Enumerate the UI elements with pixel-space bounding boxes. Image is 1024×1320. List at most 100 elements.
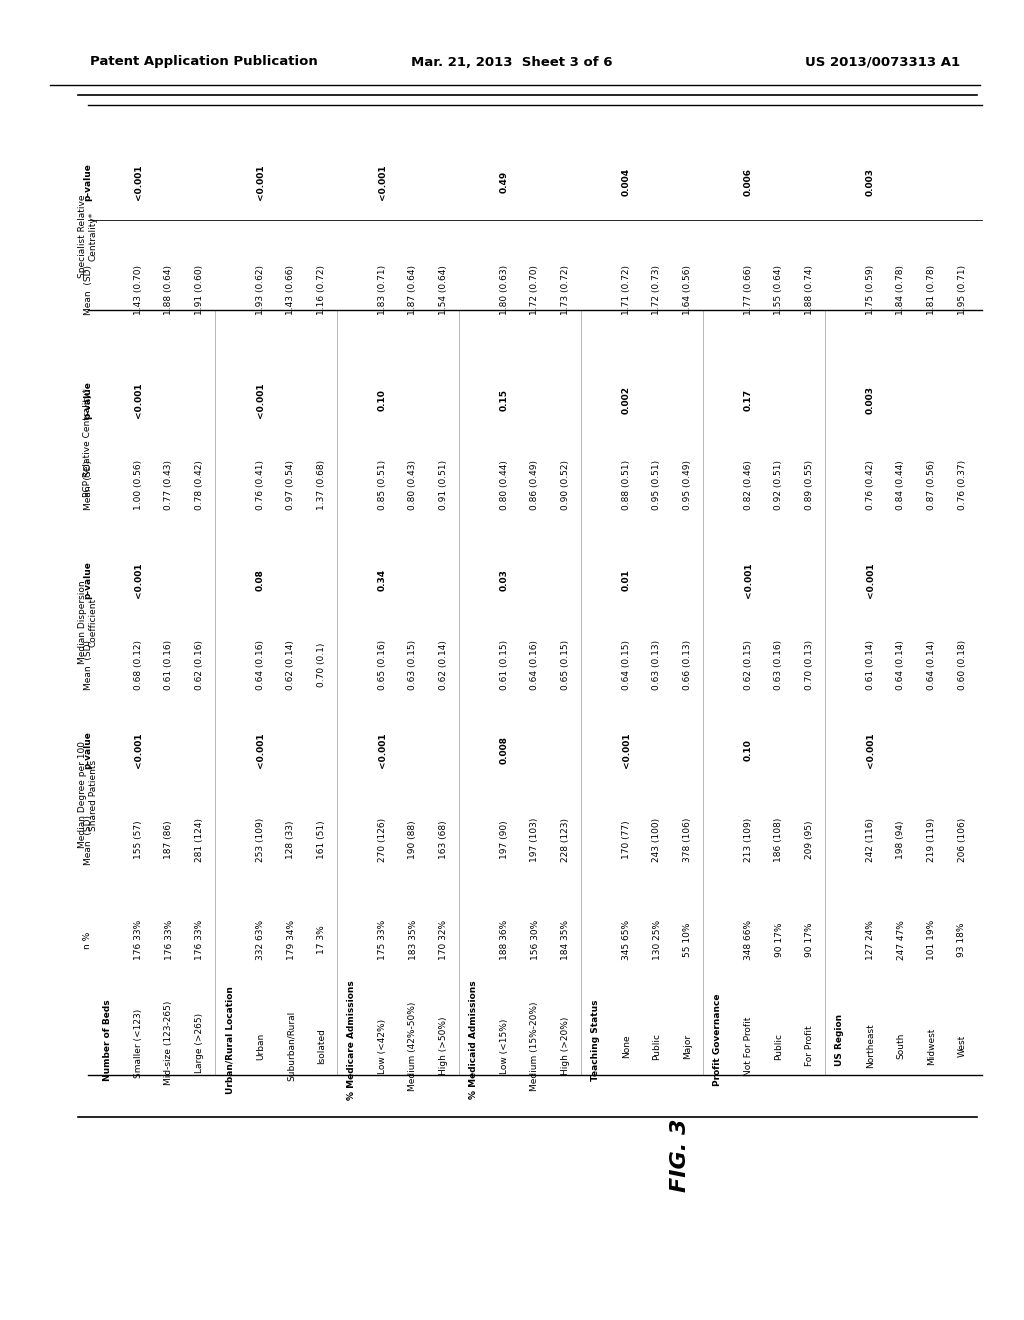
Text: 243 (100): 243 (100) <box>652 818 662 862</box>
Text: 0.92 (0.51): 0.92 (0.51) <box>774 459 783 510</box>
Text: 186 (108): 186 (108) <box>774 818 783 862</box>
Text: Public: Public <box>774 1032 783 1060</box>
Text: 228 (123): 228 (123) <box>561 818 570 862</box>
Text: 1.37 (0.68): 1.37 (0.68) <box>317 459 326 510</box>
Text: 1.84 (0.78): 1.84 (0.78) <box>896 265 905 315</box>
Text: 1.43 (0.66): 1.43 (0.66) <box>287 265 296 315</box>
Text: Mid-size (123-265): Mid-size (123-265) <box>165 1001 173 1085</box>
Text: West: West <box>957 1035 967 1057</box>
Text: 0.64 (0.14): 0.64 (0.14) <box>896 640 905 690</box>
Text: 0.66 (0.13): 0.66 (0.13) <box>683 640 692 690</box>
Text: p-value: p-value <box>84 164 92 201</box>
Text: 0.61 (0.16): 0.61 (0.16) <box>165 640 173 690</box>
Text: US Region: US Region <box>836 1014 845 1067</box>
Text: 0.64 (0.16): 0.64 (0.16) <box>256 640 265 690</box>
Text: 0.77 (0.43): 0.77 (0.43) <box>165 459 173 510</box>
Text: High (>50%): High (>50%) <box>439 1016 449 1076</box>
Text: 0.85 (0.51): 0.85 (0.51) <box>378 459 387 510</box>
Text: Isolated: Isolated <box>317 1028 326 1064</box>
Text: Low (<15%): Low (<15%) <box>500 1018 509 1073</box>
Text: 0.65 (0.16): 0.65 (0.16) <box>378 640 387 690</box>
Text: 0.80 (0.43): 0.80 (0.43) <box>409 459 418 510</box>
Text: <0.001: <0.001 <box>866 562 874 598</box>
Text: Mean  (SD): Mean (SD) <box>84 265 92 315</box>
Text: Midwest: Midwest <box>927 1027 936 1065</box>
Text: 198 (94): 198 (94) <box>896 821 905 859</box>
Text: p-value: p-value <box>84 561 92 599</box>
Text: 1.88 (0.74): 1.88 (0.74) <box>805 265 814 315</box>
Text: 0.89 (0.55): 0.89 (0.55) <box>805 459 814 510</box>
Text: <0.001: <0.001 <box>256 383 265 418</box>
Text: 0.68 (0.12): 0.68 (0.12) <box>134 640 143 690</box>
Text: 163 (68): 163 (68) <box>439 821 449 859</box>
Text: p-value: p-value <box>84 731 92 770</box>
Text: 0.49: 0.49 <box>500 170 509 193</box>
Text: 0.64 (0.14): 0.64 (0.14) <box>927 640 936 690</box>
Text: 0.95 (0.51): 0.95 (0.51) <box>652 459 662 510</box>
Text: Median Degree per 100
Shared Patients: Median Degree per 100 Shared Patients <box>78 742 97 849</box>
Text: 0.10: 0.10 <box>378 389 387 411</box>
Text: 0.65 (0.15): 0.65 (0.15) <box>561 640 570 690</box>
Text: 0.87 (0.56): 0.87 (0.56) <box>927 459 936 510</box>
Text: <0.001: <0.001 <box>378 164 387 199</box>
Text: 0.002: 0.002 <box>622 385 631 414</box>
Text: 0.86 (0.49): 0.86 (0.49) <box>530 459 540 510</box>
Text: 213 (109): 213 (109) <box>744 818 753 862</box>
Text: <0.001: <0.001 <box>622 733 631 768</box>
Text: 90 17%: 90 17% <box>774 923 783 957</box>
Text: 197 (103): 197 (103) <box>530 818 540 862</box>
Text: Medium (42%-50%): Medium (42%-50%) <box>409 1002 418 1090</box>
Text: 175 33%: 175 33% <box>378 920 387 960</box>
Text: 176 33%: 176 33% <box>134 920 143 960</box>
Text: 0.91 (0.51): 0.91 (0.51) <box>439 459 449 510</box>
Text: <0.001: <0.001 <box>378 733 387 768</box>
Text: Urban: Urban <box>256 1032 265 1060</box>
Text: None: None <box>622 1034 631 1057</box>
Text: FIG. 3: FIG. 3 <box>670 1118 690 1192</box>
Text: 176 33%: 176 33% <box>165 920 173 960</box>
Text: Mar. 21, 2013  Sheet 3 of 6: Mar. 21, 2013 Sheet 3 of 6 <box>412 55 612 69</box>
Text: 0.64 (0.16): 0.64 (0.16) <box>530 640 540 690</box>
Text: 0.63 (0.15): 0.63 (0.15) <box>409 640 418 690</box>
Text: 0.62 (0.14): 0.62 (0.14) <box>287 640 296 690</box>
Text: 0.003: 0.003 <box>866 168 874 195</box>
Text: 1.73 (0.72): 1.73 (0.72) <box>561 265 570 315</box>
Text: 93 18%: 93 18% <box>957 923 967 957</box>
Text: <0.001: <0.001 <box>866 733 874 768</box>
Text: <0.001: <0.001 <box>744 562 753 598</box>
Text: Mean  (SD): Mean (SD) <box>84 640 92 690</box>
Text: 0.61 (0.14): 0.61 (0.14) <box>866 640 874 690</box>
Text: 0.84 (0.44): 0.84 (0.44) <box>896 461 905 510</box>
Text: 1.95 (0.71): 1.95 (0.71) <box>957 265 967 315</box>
Text: <0.001: <0.001 <box>134 383 143 418</box>
Text: 253 (109): 253 (109) <box>256 818 265 862</box>
Text: 0.70 (0.1): 0.70 (0.1) <box>317 643 326 688</box>
Text: 0.78 (0.42): 0.78 (0.42) <box>195 461 204 510</box>
Text: Major: Major <box>683 1034 692 1059</box>
Text: Teaching Status: Teaching Status <box>592 999 600 1081</box>
Text: 187 (86): 187 (86) <box>165 821 173 859</box>
Text: 0.97 (0.54): 0.97 (0.54) <box>287 459 296 510</box>
Text: % Medicaid Admissions: % Medicaid Admissions <box>469 981 478 1100</box>
Text: Specialist Relative
Centrality*: Specialist Relative Centrality* <box>78 194 97 277</box>
Text: 1.77 (0.66): 1.77 (0.66) <box>744 265 753 315</box>
Text: High (>20%): High (>20%) <box>561 1016 570 1076</box>
Text: 1.16 (0.72): 1.16 (0.72) <box>317 265 326 315</box>
Text: <0.001: <0.001 <box>256 733 265 768</box>
Text: 0.80 (0.44): 0.80 (0.44) <box>500 461 509 510</box>
Text: US 2013/0073313 A1: US 2013/0073313 A1 <box>805 55 961 69</box>
Text: 1.54 (0.64): 1.54 (0.64) <box>439 265 449 315</box>
Text: 1.83 (0.71): 1.83 (0.71) <box>378 265 387 315</box>
Text: 0.76 (0.42): 0.76 (0.42) <box>866 461 874 510</box>
Text: 0.006: 0.006 <box>744 168 753 195</box>
Text: Public: Public <box>652 1032 662 1060</box>
Text: 197 (90): 197 (90) <box>500 821 509 859</box>
Text: 0.95 (0.49): 0.95 (0.49) <box>683 459 692 510</box>
Text: 0.01: 0.01 <box>622 569 631 591</box>
Text: 0.004: 0.004 <box>622 168 631 197</box>
Text: 170 32%: 170 32% <box>439 920 449 960</box>
Text: Mean  (SD): Mean (SD) <box>84 814 92 865</box>
Text: 332 63%: 332 63% <box>256 920 265 960</box>
Text: 1.00 (0.56): 1.00 (0.56) <box>134 459 143 510</box>
Text: 247 47%: 247 47% <box>896 920 905 960</box>
